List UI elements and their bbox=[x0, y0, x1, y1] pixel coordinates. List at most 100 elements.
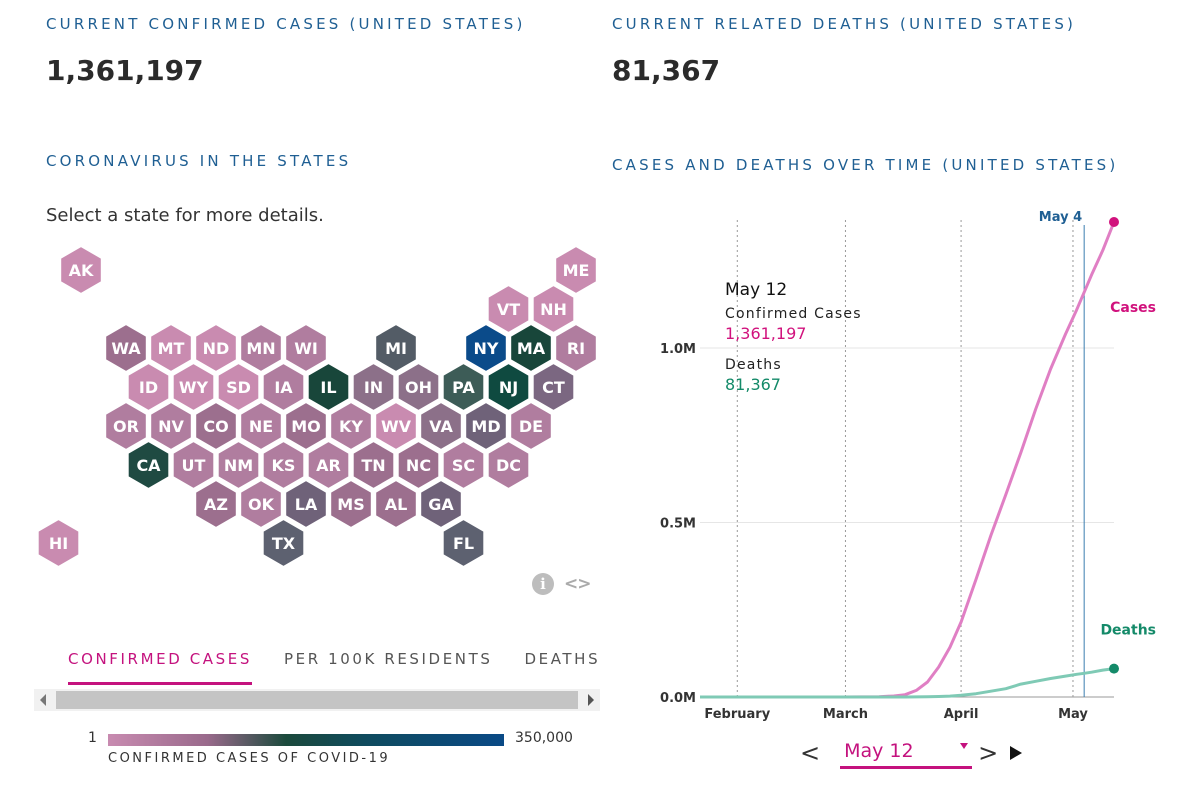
info-icon[interactable]: i bbox=[532, 573, 554, 595]
state-label: HI bbox=[49, 534, 68, 553]
state-hex-mt[interactable]: MT bbox=[149, 322, 193, 374]
state-hex-map: AK ME VT NH WA MT ND MN WI MI NY MA RI ID WY SD IA IL IN OH… bbox=[36, 244, 598, 569]
state-hex-sd[interactable]: SD bbox=[216, 361, 261, 413]
state-hex-mi[interactable]: MI bbox=[374, 322, 418, 374]
scroll-left-arrow-icon[interactable] bbox=[40, 694, 46, 706]
state-hex-pa[interactable]: PA bbox=[441, 361, 486, 413]
state-hex-oh[interactable]: OH bbox=[396, 361, 441, 413]
state-hex-ne[interactable]: NE bbox=[239, 400, 283, 452]
state-hex-md[interactable]: MD bbox=[464, 400, 508, 452]
state-hex-mo[interactable]: MO bbox=[284, 400, 328, 452]
tabs-scrollbar[interactable] bbox=[34, 689, 600, 711]
state-label: DC bbox=[496, 456, 521, 475]
state-hex-ct[interactable]: CT bbox=[531, 361, 576, 413]
state-hex-or[interactable]: OR bbox=[104, 400, 148, 452]
state-label: OH bbox=[405, 378, 432, 397]
state-hex-wi[interactable]: WI bbox=[284, 322, 328, 374]
state-hex-ga[interactable]: GA bbox=[419, 478, 463, 530]
state-hex-hi[interactable]: HI bbox=[36, 517, 81, 569]
next-date-button[interactable]: > bbox=[978, 738, 999, 767]
state-label: IN bbox=[364, 378, 383, 397]
metric-tabs: CONFIRMED CASES PER 100K RESIDENTS DEATHS bbox=[68, 650, 600, 690]
previous-date-button[interactable]: < bbox=[800, 738, 821, 767]
state-hex-ar[interactable]: AR bbox=[306, 439, 351, 491]
confirmed-cases-value: 1,361,197 bbox=[46, 54, 204, 87]
state-hex-ks[interactable]: KS bbox=[261, 439, 306, 491]
series-line-deaths bbox=[700, 667, 1115, 699]
state-hex-nm[interactable]: NM bbox=[216, 439, 261, 491]
state-hex-in[interactable]: IN bbox=[351, 361, 396, 413]
date-navigator: < May 12 > bbox=[800, 736, 1023, 769]
state-hex-nv[interactable]: NV bbox=[149, 400, 193, 452]
series-label-cases: Cases bbox=[1110, 300, 1156, 316]
state-hex-wy[interactable]: WY bbox=[171, 361, 216, 413]
scroll-right-arrow-icon[interactable] bbox=[588, 694, 594, 706]
state-label: KY bbox=[339, 417, 363, 436]
state-hex-al[interactable]: AL bbox=[374, 478, 418, 530]
state-hex-ak[interactable]: AK bbox=[59, 244, 103, 296]
tooltip-cases-label: Confirmed Cases bbox=[725, 306, 862, 322]
y-tick-label: 0.5M bbox=[660, 517, 696, 532]
state-label: AK bbox=[69, 261, 94, 280]
tooltip-deaths-value: 81,367 bbox=[725, 375, 781, 394]
state-label: OR bbox=[113, 417, 139, 436]
state-hex-nj[interactable]: NJ bbox=[486, 361, 531, 413]
state-label: MD bbox=[471, 417, 500, 436]
state-hex-co[interactable]: CO bbox=[194, 400, 238, 452]
state-label: TX bbox=[272, 534, 296, 553]
state-hex-tx[interactable]: TX bbox=[261, 517, 306, 569]
state-hex-ok[interactable]: OK bbox=[239, 478, 283, 530]
embed-code-icon[interactable]: <> bbox=[564, 574, 591, 594]
state-hex-az[interactable]: AZ bbox=[194, 478, 238, 530]
state-label: MS bbox=[337, 495, 364, 514]
state-hex-il[interactable]: IL bbox=[306, 361, 351, 413]
state-hex-ut[interactable]: UT bbox=[171, 439, 216, 491]
state-hex-nc[interactable]: NC bbox=[396, 439, 441, 491]
state-label: MI bbox=[385, 339, 407, 358]
state-label: NJ bbox=[499, 378, 518, 397]
select-state-instruction: Select a state for more details. bbox=[46, 205, 324, 226]
state-hex-fl[interactable]: FL bbox=[441, 517, 486, 569]
x-tick-label: May bbox=[1058, 707, 1088, 722]
state-label: WY bbox=[179, 378, 209, 397]
state-hex-ri[interactable]: RI bbox=[554, 322, 598, 374]
x-tick-label: March bbox=[823, 707, 868, 722]
state-hex-ma[interactable]: MA bbox=[509, 322, 553, 374]
state-hex-sc[interactable]: SC bbox=[441, 439, 486, 491]
play-icon[interactable] bbox=[1010, 745, 1023, 760]
state-hex-va[interactable]: VA bbox=[419, 400, 463, 452]
state-label: UT bbox=[182, 456, 206, 475]
state-hex-ca[interactable]: CA bbox=[126, 439, 171, 491]
scrollbar-thumb[interactable] bbox=[56, 691, 578, 709]
state-hex-mn[interactable]: MN bbox=[239, 322, 283, 374]
chart-tooltip: May 12 Confirmed Cases 1,361,197 Deaths … bbox=[725, 280, 862, 394]
tab-per-100k-residents[interactable]: PER 100K RESIDENTS bbox=[283, 650, 493, 668]
state-hex-nd[interactable]: ND bbox=[194, 322, 238, 374]
state-hex-ny[interactable]: NY bbox=[464, 322, 508, 374]
state-hex-wa[interactable]: WA bbox=[104, 322, 148, 374]
state-hex-ms[interactable]: MS bbox=[329, 478, 373, 530]
state-label: ME bbox=[563, 261, 590, 280]
state-hex-tn[interactable]: TN bbox=[351, 439, 396, 491]
date-select[interactable]: May 12 bbox=[840, 736, 973, 769]
state-hex-la[interactable]: LA bbox=[284, 478, 328, 530]
state-hex-dc[interactable]: DC bbox=[486, 439, 531, 491]
state-label: RI bbox=[567, 339, 585, 358]
state-hex-vt[interactable]: VT bbox=[486, 283, 531, 335]
state-hex-de[interactable]: DE bbox=[509, 400, 553, 452]
state-hex-ky[interactable]: KY bbox=[329, 400, 373, 452]
state-hex-id[interactable]: ID bbox=[126, 361, 171, 413]
state-label: MT bbox=[158, 339, 185, 358]
tab-deaths[interactable]: DEATHS bbox=[524, 650, 600, 668]
state-label: WI bbox=[294, 339, 318, 358]
state-hex-me[interactable]: ME bbox=[554, 244, 598, 296]
state-label: TN bbox=[361, 456, 385, 475]
state-hex-ia[interactable]: IA bbox=[261, 361, 306, 413]
state-label: NV bbox=[158, 417, 184, 436]
state-hex-wv[interactable]: WV bbox=[374, 400, 418, 452]
state-hex-nh[interactable]: NH bbox=[531, 283, 576, 335]
state-label: MA bbox=[517, 339, 546, 358]
tab-confirmed-cases[interactable]: CONFIRMED CASES bbox=[68, 650, 252, 685]
x-tick-label: February bbox=[704, 707, 770, 722]
